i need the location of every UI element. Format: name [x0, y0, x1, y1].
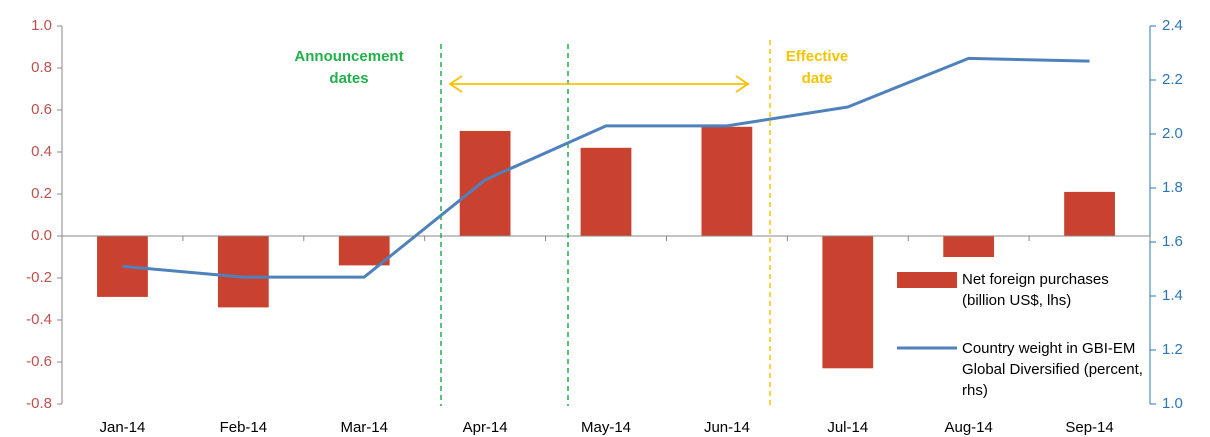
y2-tick-label: 2.4 — [1162, 17, 1183, 34]
x-tick-label: Feb-14 — [220, 419, 268, 436]
x-tick-label: Jun-14 — [704, 419, 750, 436]
legend-label: Country weight in GBI-EM Global Diversif… — [962, 340, 1143, 399]
y2-tick-label: 1.8 — [1162, 179, 1183, 196]
y-tick-label: 0.8 — [31, 59, 52, 76]
y-tick-label: -0.6 — [26, 353, 52, 370]
bar — [1064, 191, 1115, 236]
legend-label: Net foreign purchases (billion US$, lhs) — [962, 271, 1109, 309]
x-tick-label: Aug-14 — [944, 419, 992, 436]
annotation: Effective date — [785, 48, 849, 87]
double-arrow — [448, 75, 750, 93]
legend-swatch — [897, 272, 957, 288]
y-tick-label: 0.6 — [31, 101, 52, 118]
y-tick-label: 1.0 — [31, 17, 52, 34]
x-tick-label: Apr-14 — [463, 419, 508, 436]
bar — [822, 236, 874, 369]
bar — [217, 236, 269, 308]
y2-tick-label: 1.6 — [1162, 233, 1183, 250]
y-tick-label: -0.2 — [26, 269, 52, 286]
x-tick-label: May-14 — [581, 419, 631, 436]
y2-tick-label: 1.2 — [1162, 341, 1183, 358]
y-tick-label: 0.4 — [31, 143, 52, 160]
bar — [580, 147, 632, 236]
plot: -0.8 -0.6 -0.4 -0.2 0.0 0.2 0.4 0.6 0.8 1.0 1.0 1.2… — [26, 17, 1183, 436]
bar — [701, 126, 753, 236]
y-tick-label: 0.0 — [31, 227, 52, 244]
line-series — [122, 56, 1090, 279]
y2-tick-label: 1.0 — [1162, 395, 1183, 412]
x-tick-label: Sep-14 — [1065, 419, 1113, 436]
x-tick-label: Jul-14 — [827, 419, 868, 436]
x-tick-label: Mar-14 — [340, 419, 388, 436]
bar — [459, 131, 511, 236]
y-tick-label: -0.8 — [26, 395, 52, 412]
bar — [943, 236, 995, 257]
x-tick-label: Jan-14 — [100, 419, 146, 436]
annotation: Announcement dates — [294, 48, 404, 87]
y-tick-label: -0.4 — [26, 311, 52, 328]
y-tick-label: 0.2 — [31, 185, 52, 202]
y2-tick-label: 2.2 — [1162, 71, 1183, 88]
y2-tick-label: 2.0 — [1162, 125, 1183, 142]
y2-tick-label: 1.4 — [1162, 287, 1183, 304]
bar — [338, 236, 390, 266]
